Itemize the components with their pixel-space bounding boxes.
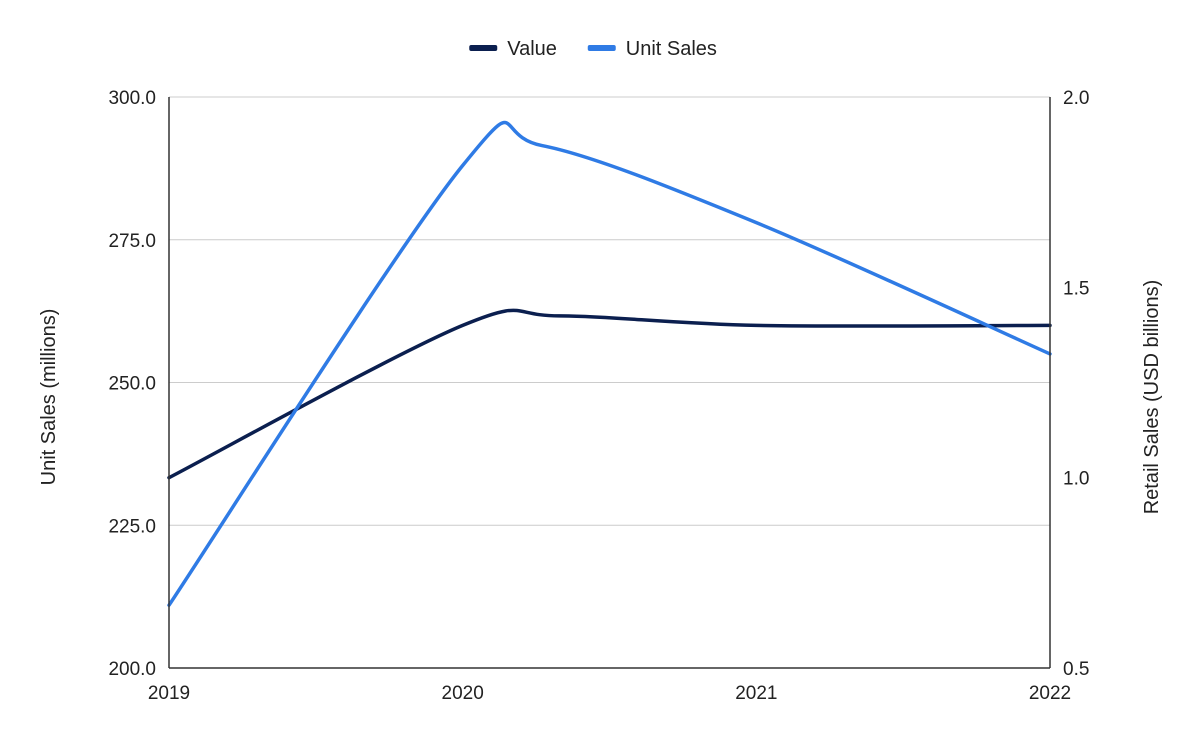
- right-tick-label: 1.5: [1063, 278, 1089, 299]
- legend-swatch-value: [469, 45, 498, 51]
- series-line-unit-sales: [167, 120, 1052, 607]
- left-axis-ticks: 200.0 225.0 250.0 275.0 300.0: [108, 88, 156, 680]
- x-axis-ticks: 2019 2020 2021 2022: [148, 683, 1071, 704]
- left-axis-title: Unit Sales (millions): [38, 309, 60, 486]
- legend: Value Unit Sales: [469, 38, 717, 60]
- legend-label-value: Value: [507, 38, 557, 60]
- x-tick-label: 2021: [735, 683, 777, 704]
- right-tick-label: 0.5: [1063, 659, 1089, 680]
- right-tick-label: 1.0: [1063, 469, 1089, 490]
- series-lines: [167, 120, 1052, 607]
- legend-label-unit-sales: Unit Sales: [626, 38, 717, 60]
- x-tick-label: 2019: [148, 683, 190, 704]
- series-line-value: [167, 308, 1052, 480]
- left-tick-label: 225.0: [108, 516, 156, 537]
- left-tick-label: 200.0: [108, 659, 156, 680]
- x-tick-label: 2020: [442, 683, 484, 704]
- gridlines: [169, 96, 1050, 526]
- legend-swatch-unit-sales: [587, 45, 616, 51]
- right-axis-title: Retail Sales (USD billions): [1141, 280, 1163, 515]
- left-tick-label: 275.0: [108, 231, 156, 252]
- axes: [168, 97, 1051, 669]
- right-tick-label: 2.0: [1063, 88, 1089, 109]
- left-tick-label: 300.0: [108, 88, 156, 109]
- right-axis-ticks: 0.5 1.0 1.5 2.0: [1063, 88, 1089, 680]
- x-tick-label: 2022: [1029, 683, 1071, 704]
- left-tick-label: 250.0: [108, 374, 156, 395]
